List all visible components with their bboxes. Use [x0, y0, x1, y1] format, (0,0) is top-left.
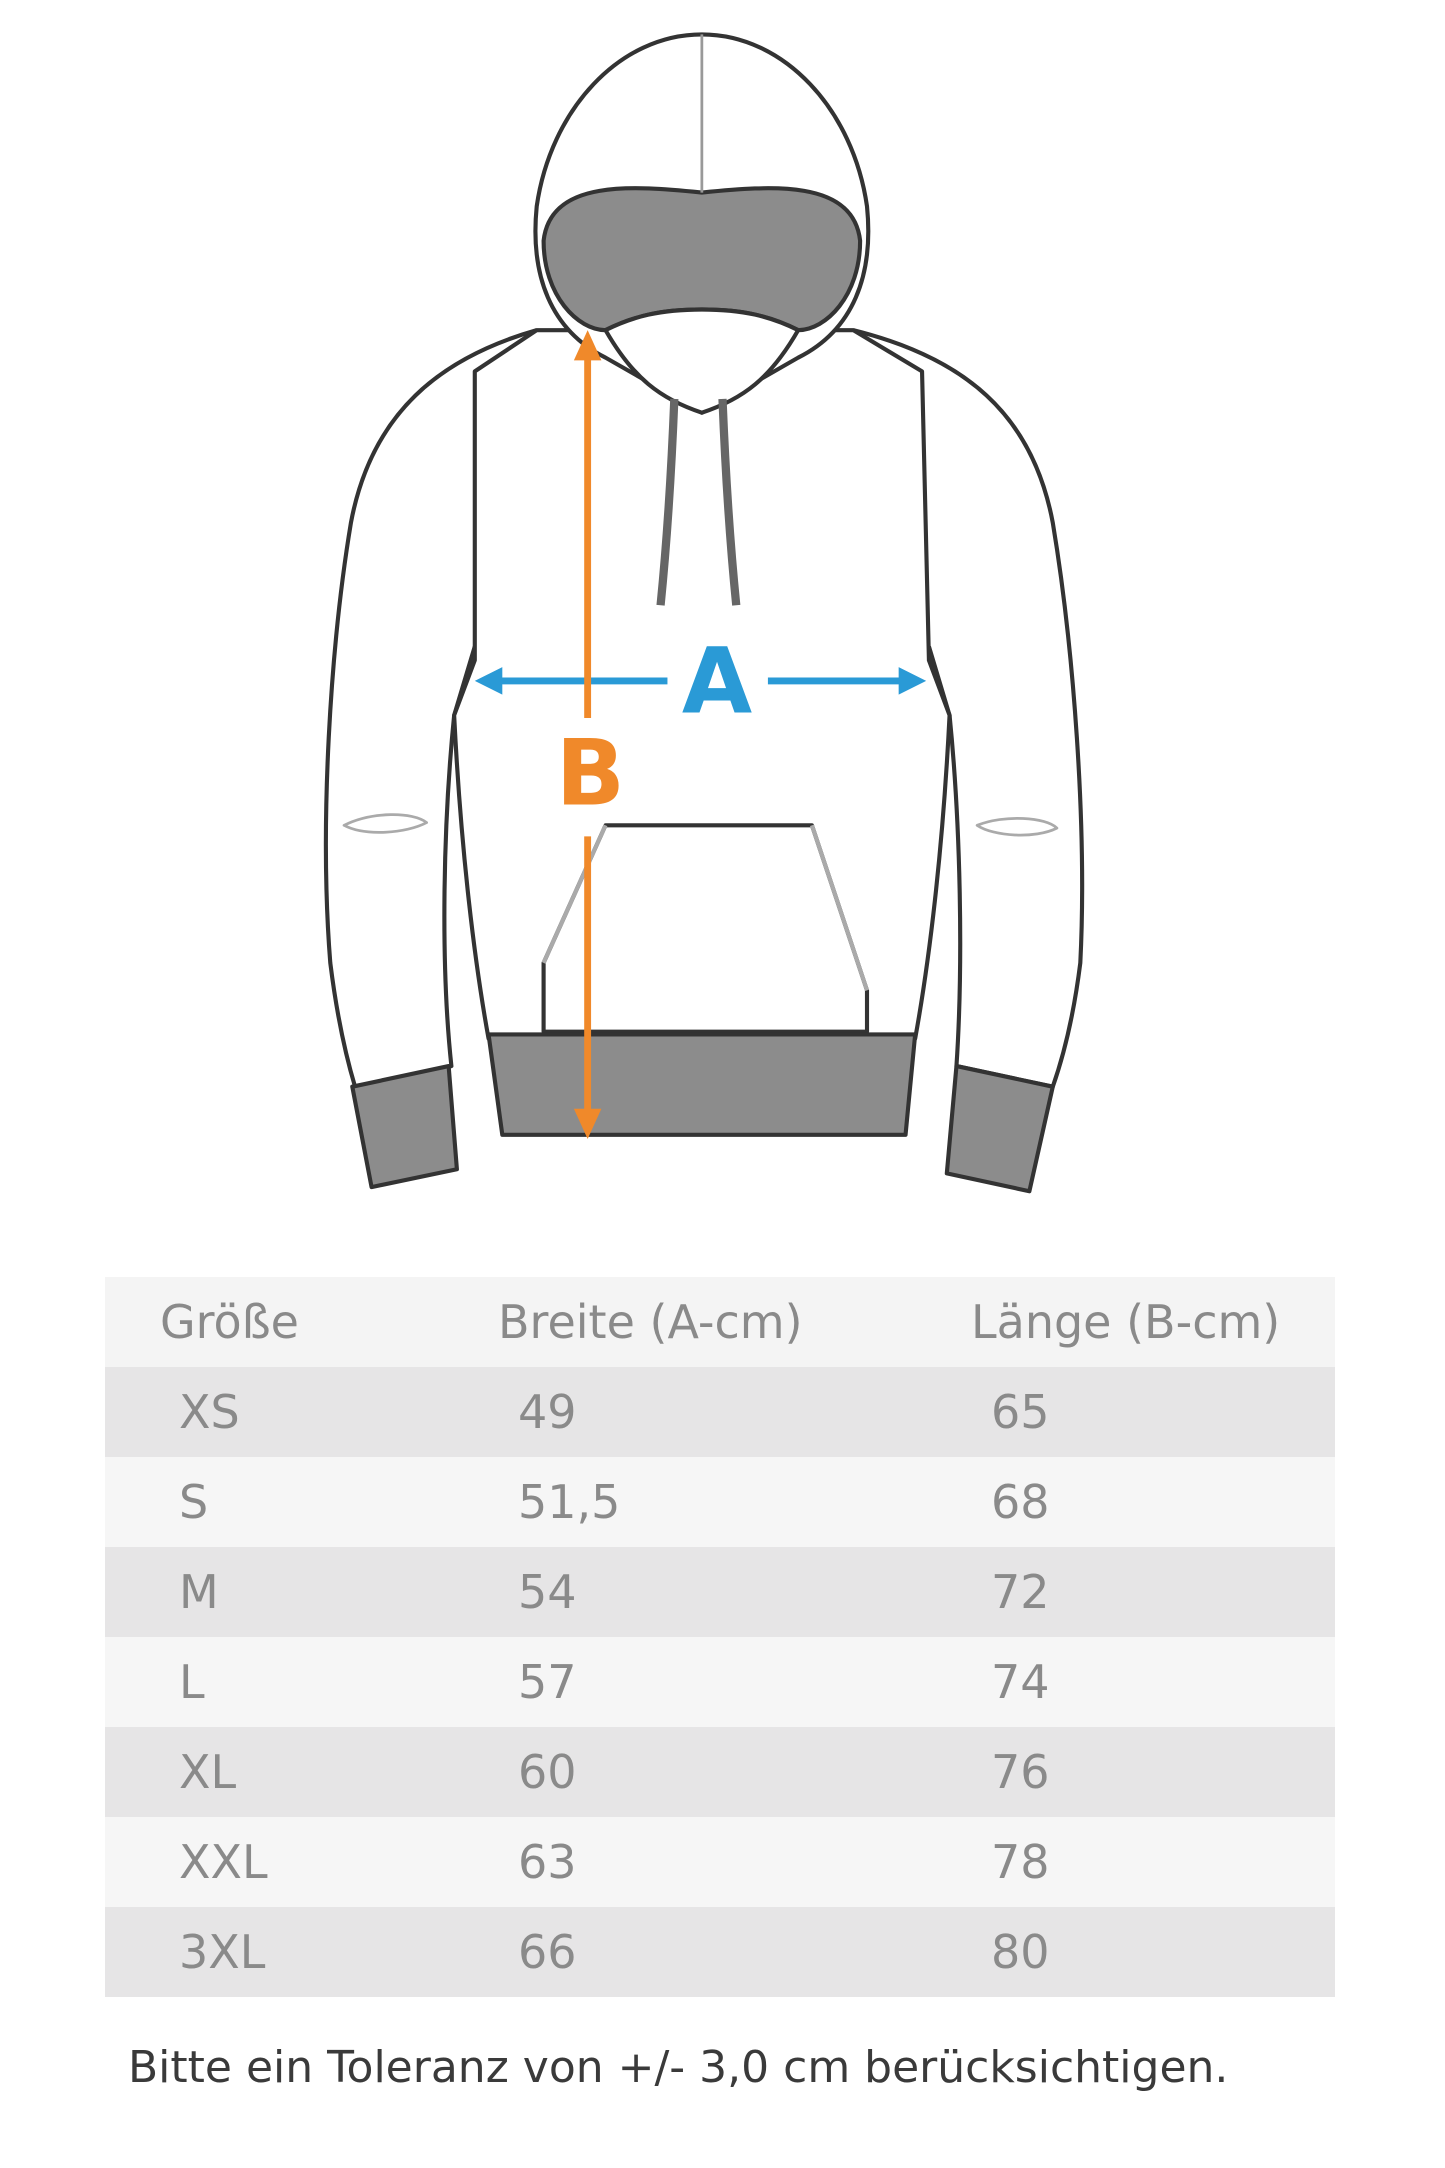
cell-width: 66 — [518, 1925, 577, 1979]
cell-width: 57 — [518, 1655, 577, 1709]
cell-size: XL — [179, 1745, 237, 1799]
table-header: Größe Breite (A-cm) Länge (B-cm) — [105, 1277, 1335, 1367]
cell-size: 3XL — [179, 1925, 266, 1979]
cell-size: L — [179, 1655, 205, 1709]
drawstring-right — [718, 398, 741, 606]
length-arrow-b — [573, 330, 602, 1139]
table-row: S 51,5 68 — [105, 1457, 1335, 1547]
cell-size: XXL — [179, 1835, 268, 1889]
cell-length: 74 — [991, 1655, 1050, 1709]
drawstring-left — [656, 398, 679, 606]
table-row: XS 49 65 — [105, 1367, 1335, 1457]
cell-width: 63 — [518, 1835, 577, 1889]
cell-width: 54 — [518, 1565, 577, 1619]
label-a: A — [682, 630, 752, 735]
waistband — [486, 1032, 918, 1137]
header-size: Größe — [160, 1295, 299, 1349]
cell-size: S — [179, 1475, 209, 1529]
hoodie-illustration: A B — [323, 32, 1085, 1194]
header-length: Länge (B-cm) — [971, 1295, 1281, 1349]
table-row: XL 60 76 — [105, 1727, 1335, 1817]
cell-length: 72 — [991, 1565, 1050, 1619]
right-cuff — [944, 1063, 1055, 1194]
table-row: XXL 63 78 — [105, 1817, 1335, 1907]
cell-width: 60 — [518, 1745, 577, 1799]
cell-size: M — [179, 1565, 219, 1619]
table-row: L 57 74 — [105, 1637, 1335, 1727]
left-cuff — [350, 1063, 459, 1190]
table-row: M 54 72 — [105, 1547, 1335, 1637]
tolerance-note: Bitte ein Toleranz von +/- 3,0 cm berück… — [128, 2042, 1229, 2093]
cell-length: 76 — [991, 1745, 1050, 1799]
cell-width: 49 — [518, 1385, 577, 1439]
cell-length: 78 — [991, 1835, 1050, 1889]
width-arrow-a — [474, 667, 927, 695]
size-table: Größe Breite (A-cm) Länge (B-cm) XS 49 65 S… — [105, 1277, 1335, 1997]
cell-size: XS — [179, 1385, 240, 1439]
cell-width: 51,5 — [518, 1475, 621, 1529]
header-width: Breite (A-cm) — [498, 1295, 803, 1349]
cell-length: 65 — [991, 1385, 1050, 1439]
cell-length: 80 — [991, 1925, 1050, 1979]
label-b: B — [556, 722, 625, 827]
table-row: 3XL 66 80 — [105, 1907, 1335, 1997]
cell-length: 68 — [991, 1475, 1050, 1529]
